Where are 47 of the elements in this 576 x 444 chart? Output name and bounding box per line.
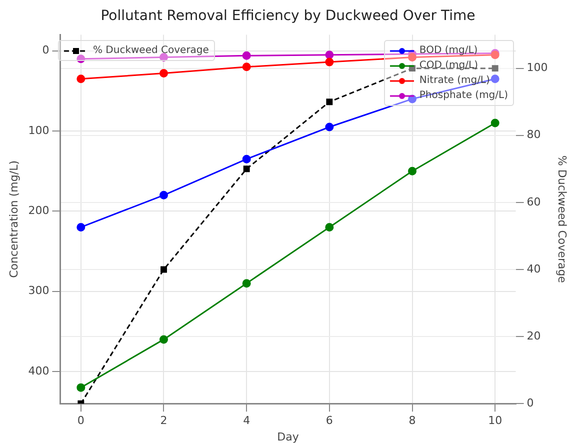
x-tick-label: 0 xyxy=(77,414,84,428)
x-tick-label: 4 xyxy=(243,414,250,428)
y-tick-label: 300 xyxy=(28,284,50,298)
point xyxy=(76,383,86,392)
y2-tick-label: 100 xyxy=(526,61,548,74)
y2-axis-title: % Duckweed Coverage xyxy=(556,155,569,284)
y-axis-title: Concentration (mg/L) xyxy=(7,160,20,278)
point xyxy=(159,69,168,78)
y2-tick-label: 20 xyxy=(526,329,541,342)
point xyxy=(242,62,251,72)
x-tick-label: 6 xyxy=(326,414,333,428)
legend-label: Phosphate (mg/L) xyxy=(419,90,508,101)
y2-tick-label: 0 xyxy=(526,396,534,410)
point xyxy=(243,166,250,172)
y-tick-label: 0 xyxy=(42,44,50,57)
x-tick-label: 2 xyxy=(160,414,168,428)
point xyxy=(76,222,86,232)
y-tick-label: 100 xyxy=(28,124,50,137)
point xyxy=(408,53,417,62)
legend-label: Nitrate (mg/L) xyxy=(419,75,490,86)
x-axis-title: Day xyxy=(277,430,300,444)
point xyxy=(490,118,500,128)
point xyxy=(160,266,167,273)
point xyxy=(242,154,251,164)
chart-title: Pollutant Removal Efficiency by Duckweed Over Time xyxy=(100,8,476,24)
x-tick-label: 8 xyxy=(408,414,416,428)
point xyxy=(159,335,168,344)
point xyxy=(492,65,498,72)
y2-tick-label: 40 xyxy=(526,262,541,276)
point xyxy=(325,50,334,60)
point xyxy=(326,98,333,106)
legend-label: % Duckweed Coverage xyxy=(93,45,209,56)
point xyxy=(76,54,86,64)
point xyxy=(76,74,86,84)
point xyxy=(325,222,334,232)
point xyxy=(325,58,334,66)
point xyxy=(159,190,168,200)
point xyxy=(490,74,500,84)
point xyxy=(242,279,251,288)
y2-tick-label: 60 xyxy=(526,195,541,208)
x-tick-label: 10 xyxy=(488,414,502,428)
point xyxy=(325,122,334,132)
point xyxy=(242,51,251,60)
y2-tick-label: 80 xyxy=(526,128,541,142)
y-tick-label: 400 xyxy=(28,364,50,378)
point xyxy=(408,166,417,176)
y-tick-label: 200 xyxy=(28,204,50,218)
